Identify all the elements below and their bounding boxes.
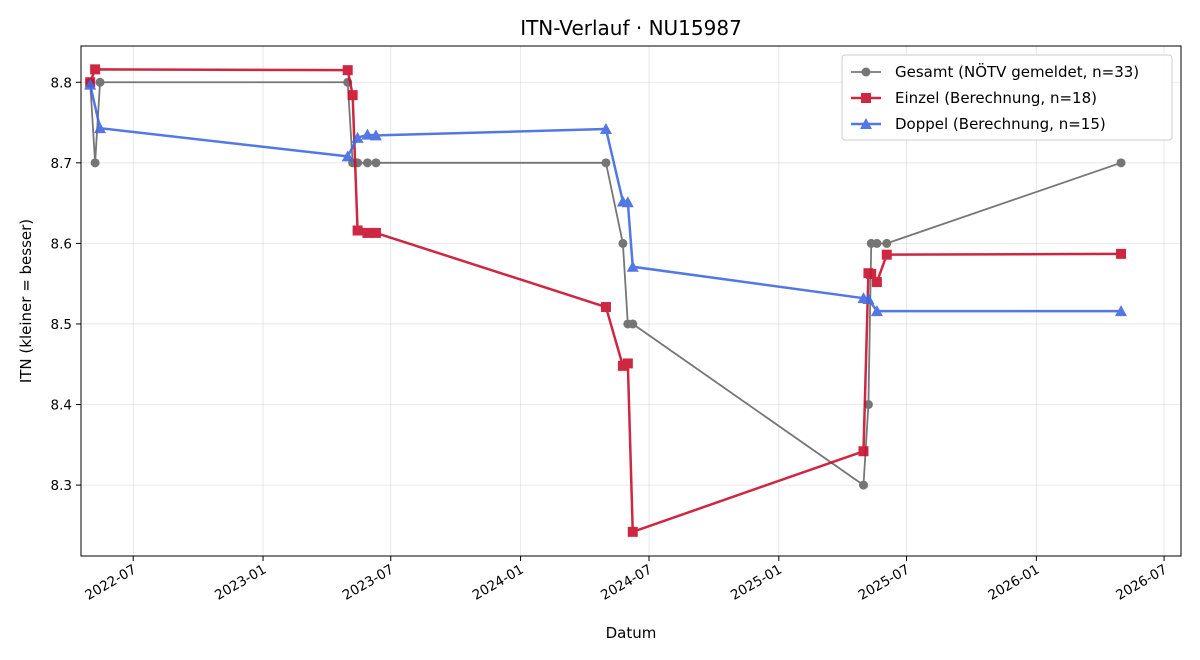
legend-item-doppel bbox=[851, 118, 881, 129]
data-point-einzel bbox=[90, 64, 101, 75]
data-point-doppel bbox=[621, 196, 634, 208]
legend-label: Einzel (Berechnung, n=18) bbox=[895, 89, 1097, 107]
data-point-einzel bbox=[858, 446, 869, 457]
legend-box bbox=[841, 54, 1173, 141]
data-point-doppel bbox=[341, 150, 354, 162]
data-point-einzel bbox=[881, 249, 892, 260]
legend-item-einzel bbox=[851, 93, 881, 103]
x-axis-ticks: 2022-07 2023-01 2023-07 2024-01 2024-07 2025-… bbox=[82, 556, 1170, 604]
data-point-einzel bbox=[347, 90, 358, 101]
data-point-einzel bbox=[627, 526, 638, 537]
data-point-doppel bbox=[870, 305, 883, 317]
x-tick-label: 2026-07 bbox=[1113, 562, 1170, 604]
data-point-doppel bbox=[84, 78, 97, 90]
data-point-einzel bbox=[600, 302, 611, 313]
data-point-gesamt bbox=[863, 400, 873, 410]
legend: Gesamt (NÖTV gemeldet, n=33) Einzel (Bere… bbox=[841, 54, 1173, 141]
data-point-gesamt bbox=[371, 158, 381, 168]
y-tick-label: 8.7 bbox=[51, 156, 72, 172]
data-point-doppel bbox=[369, 129, 382, 141]
y-tick-label: 8.8 bbox=[51, 75, 72, 91]
x-tick-label: 2025-01 bbox=[728, 562, 785, 604]
data-point-doppel bbox=[599, 122, 612, 134]
legend-marker bbox=[860, 118, 872, 129]
legend-item-gesamt bbox=[851, 67, 881, 77]
legend-marker bbox=[861, 93, 871, 103]
legend-marker bbox=[861, 67, 871, 77]
data-point-gesamt bbox=[1116, 158, 1126, 168]
data-point-einzel bbox=[866, 269, 877, 280]
data-point-gesamt bbox=[362, 158, 372, 168]
data-point-doppel bbox=[361, 128, 374, 140]
x-tick-label: 2026-01 bbox=[986, 562, 1043, 604]
data-point-doppel bbox=[862, 292, 875, 304]
data-point-gesamt bbox=[858, 480, 868, 490]
x-tick-label: 2023-01 bbox=[212, 562, 269, 604]
data-point-gesamt bbox=[601, 158, 611, 168]
data-point-einzel bbox=[352, 225, 363, 236]
series-einzel bbox=[85, 64, 1127, 537]
data-point-einzel bbox=[622, 358, 633, 369]
data-point-einzel bbox=[370, 227, 381, 238]
x-axis-label: Datum bbox=[606, 624, 657, 642]
y-tick-label: 8.6 bbox=[51, 236, 72, 252]
data-point-gesamt bbox=[95, 77, 105, 87]
data-point-einzel bbox=[342, 65, 353, 76]
data-point-gesamt bbox=[628, 319, 638, 329]
data-point-doppel bbox=[351, 131, 364, 143]
x-tick-label: 2025-07 bbox=[856, 562, 913, 604]
series-layer bbox=[84, 64, 1128, 537]
legend-label: Doppel (Berechnung, n=15) bbox=[895, 115, 1106, 133]
y-tick-label: 8.3 bbox=[51, 478, 72, 494]
legend-label: Gesamt (NÖTV gemeldet, n=33) bbox=[895, 62, 1139, 81]
data-point-einzel bbox=[871, 277, 882, 288]
x-tick-label: 2022-07 bbox=[82, 562, 139, 604]
data-point-doppel bbox=[626, 260, 639, 272]
chart-title: ITN-Verlauf · NU15987 bbox=[520, 16, 742, 40]
series-line-gesamt bbox=[89, 81, 1122, 487]
series-doppel bbox=[84, 78, 1128, 317]
x-tick-label: 2024-01 bbox=[470, 562, 527, 604]
data-point-gesamt bbox=[618, 238, 628, 248]
x-tick-label: 2024-07 bbox=[598, 562, 655, 604]
y-tick-label: 8.5 bbox=[51, 317, 72, 333]
y-axis-ticks: 8.3 8.4 8.5 8.6 8.7 8.8 bbox=[51, 75, 81, 494]
plot-frame bbox=[80, 45, 1182, 557]
data-point-doppel bbox=[94, 122, 107, 134]
data-point-gesamt bbox=[882, 238, 892, 248]
y-axis-label: ITN (kleiner = besser) bbox=[17, 219, 35, 383]
data-point-gesamt bbox=[90, 158, 100, 168]
data-point-einzel bbox=[1116, 248, 1127, 259]
data-point-einzel bbox=[362, 227, 373, 238]
x-tick-label: 2023-07 bbox=[340, 562, 397, 604]
data-point-doppel bbox=[1115, 305, 1128, 317]
data-point-gesamt bbox=[872, 238, 882, 248]
y-tick-label: 8.4 bbox=[51, 398, 72, 414]
